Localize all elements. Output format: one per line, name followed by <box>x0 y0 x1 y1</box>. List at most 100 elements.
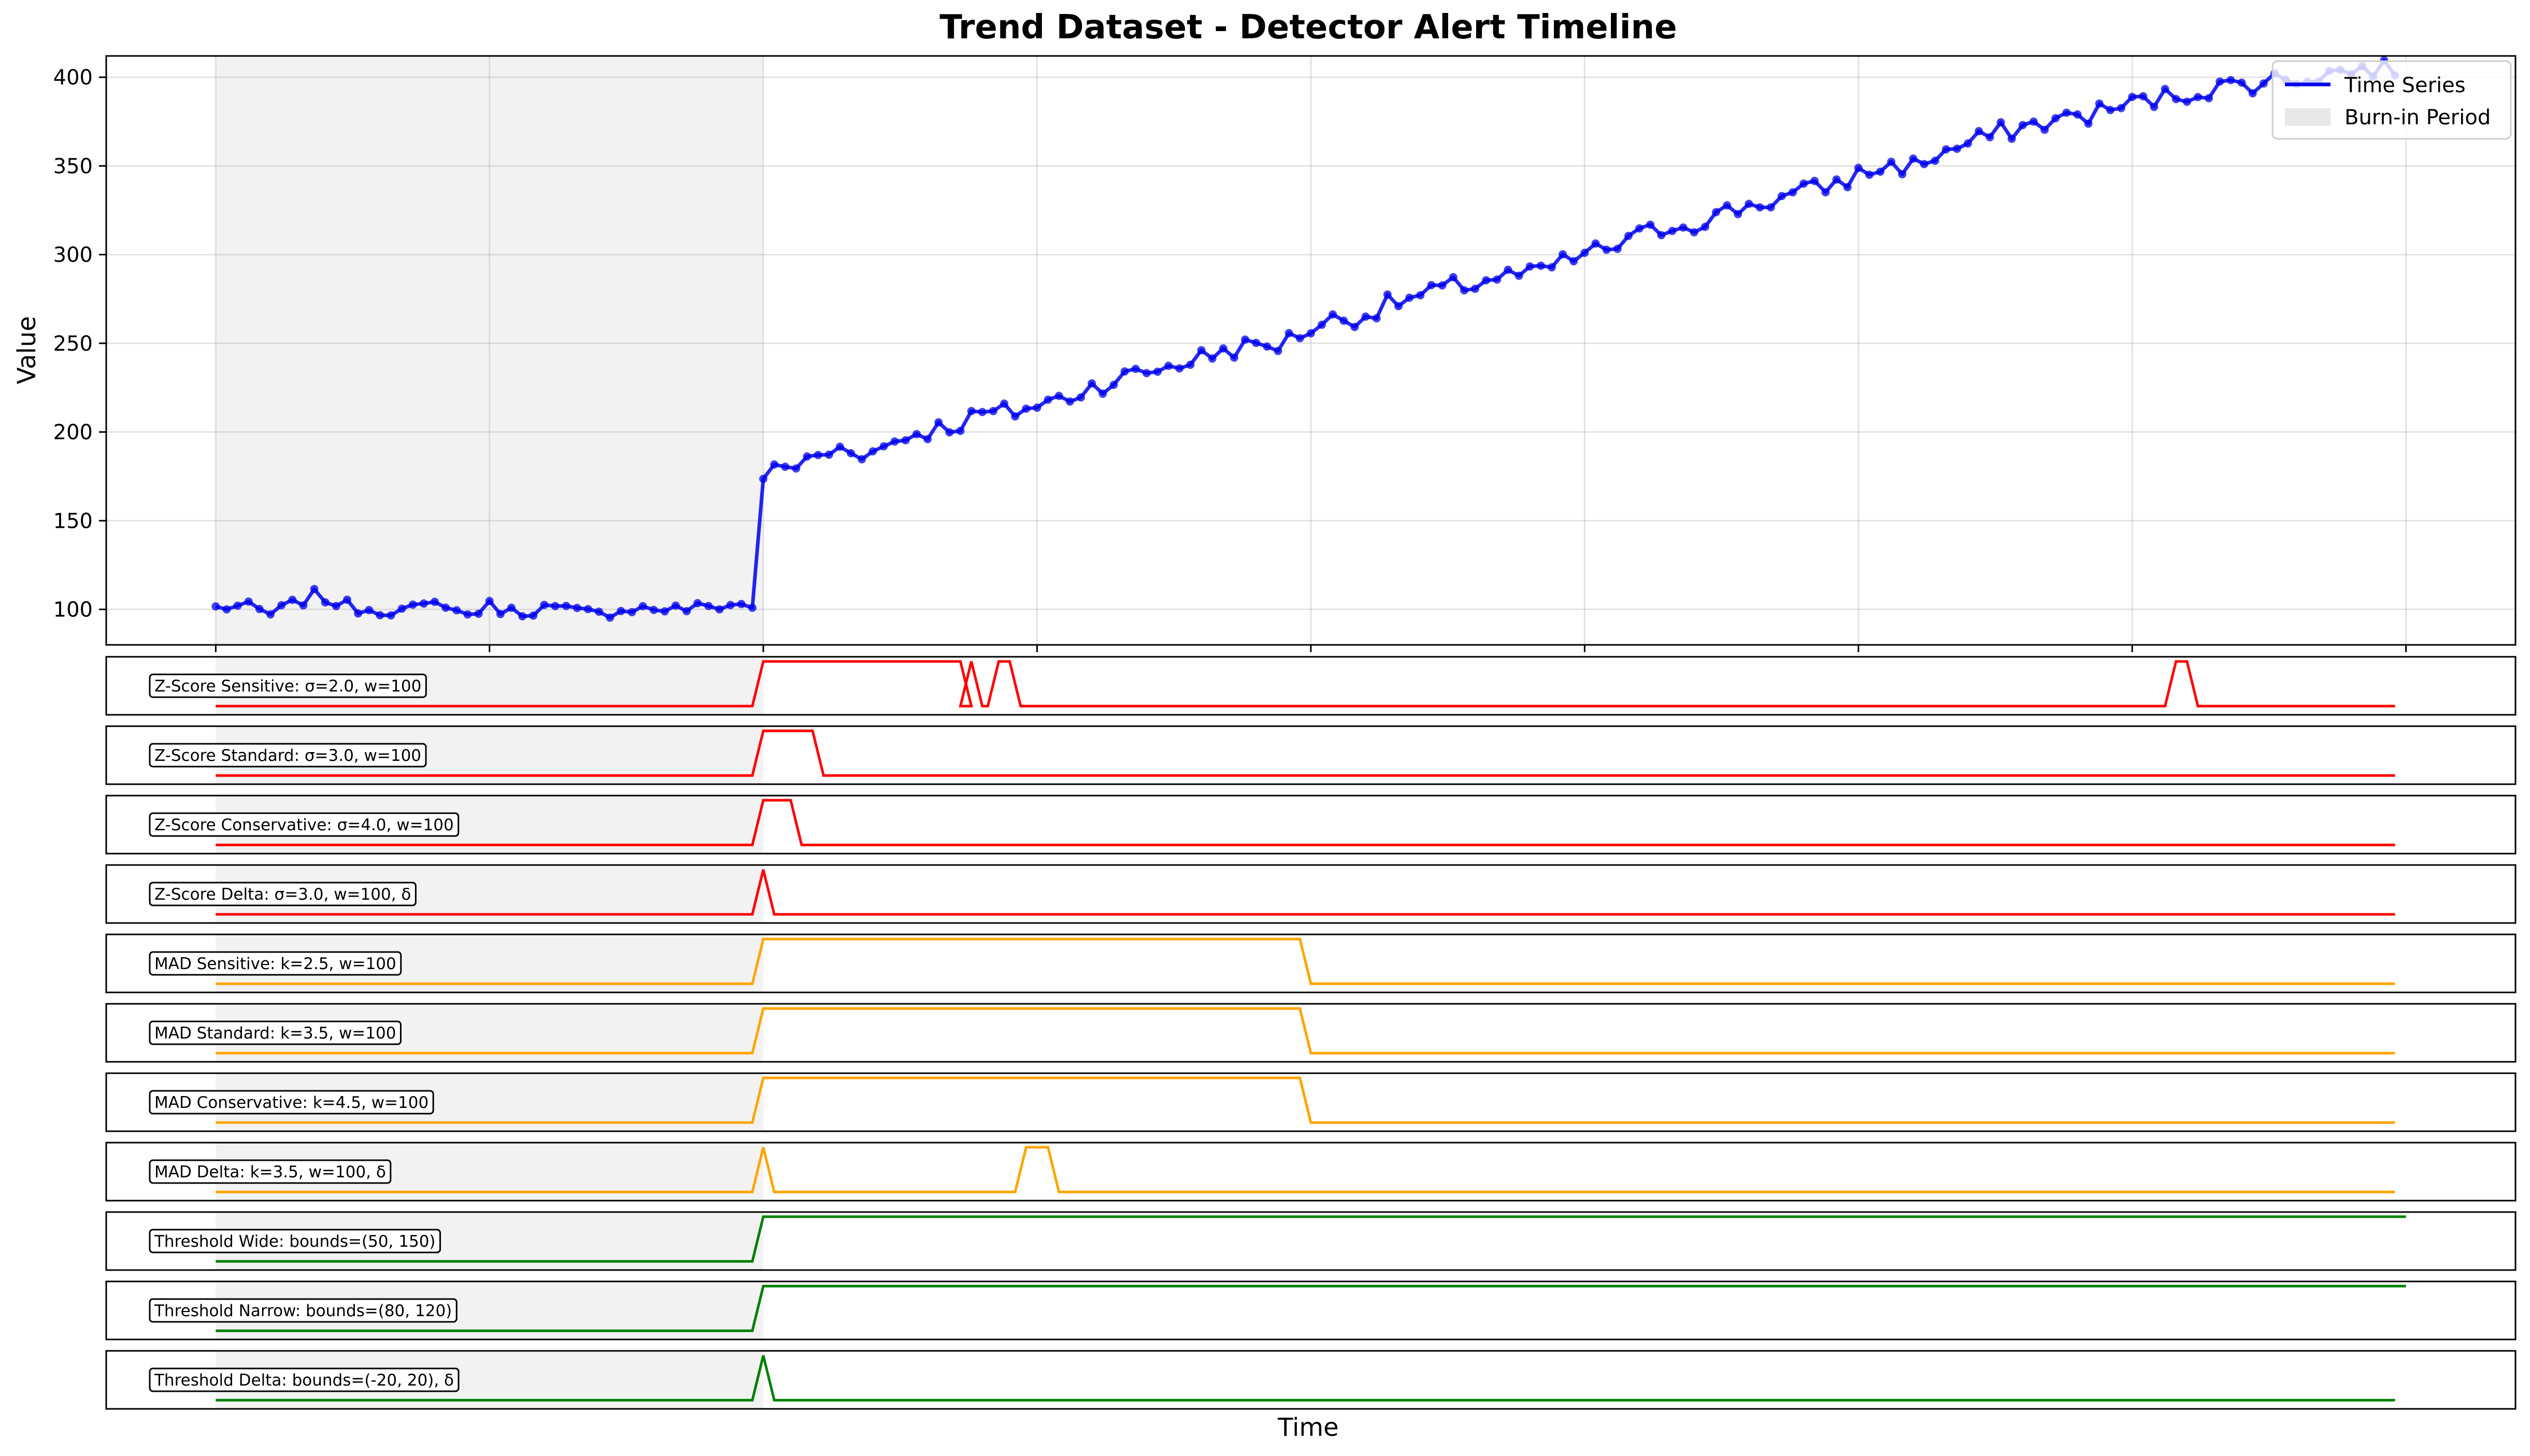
time-series-point <box>1088 379 1096 388</box>
time-series-point <box>2040 125 2049 134</box>
time-series-point <box>255 604 264 613</box>
detector-label-box <box>149 673 427 698</box>
y-axis-label: Value <box>12 316 41 384</box>
time-series-point <box>1361 312 1370 321</box>
detector-alert-line <box>216 1076 2395 1124</box>
time-series-point <box>376 611 384 619</box>
y-tick-label: 150 <box>53 509 93 533</box>
detector-label: Z-Score Delta: σ=3.0, w=100, δ <box>154 885 411 904</box>
time-series-point <box>1460 286 1468 295</box>
detector-strip: MAD Sensitive: k=2.5, w=100 <box>105 933 2517 993</box>
time-series-point <box>671 601 680 610</box>
time-series-point <box>726 601 735 610</box>
time-series-point <box>463 610 472 619</box>
time-series-point <box>441 603 450 612</box>
detector-label: Threshold Wide: bounds=(50, 150) <box>154 1232 436 1251</box>
time-series-point <box>1066 397 1074 406</box>
time-series-point <box>748 603 757 612</box>
time-series-point <box>1854 164 1863 172</box>
time-series-point <box>1624 232 1633 240</box>
time-series-point <box>2194 93 2203 102</box>
time-series-point <box>934 418 943 427</box>
time-series-point <box>1131 365 1140 373</box>
time-series-point <box>1745 199 1753 208</box>
time-series-point <box>1789 188 1797 197</box>
time-series-point <box>2237 78 2246 87</box>
detector-alert-line <box>216 1215 2406 1263</box>
time-series-point <box>627 608 636 616</box>
time-series-point <box>660 607 669 616</box>
time-series-point <box>1033 403 1041 412</box>
time-series-point <box>1208 354 1217 363</box>
time-series-point <box>1219 344 1227 353</box>
detector-strip: MAD Conservative: k=4.5, w=100 <box>105 1072 2517 1132</box>
main-plot: 100 150 200 250 300 350 400 Value <box>12 55 2517 652</box>
time-series-point <box>617 607 625 615</box>
time-series-point <box>1044 395 1052 404</box>
time-series-point <box>890 437 899 446</box>
time-series-point <box>584 604 592 613</box>
time-series-point <box>1328 310 1337 319</box>
detector-alert-line <box>216 799 2395 846</box>
time-series-point <box>2062 108 2071 117</box>
legend: Time Series Burn-in Period <box>2271 60 2512 140</box>
strip-frame <box>105 725 2517 785</box>
time-series-point <box>2248 89 2257 98</box>
detector-alert-line <box>216 729 2395 777</box>
detector-strip: Threshold Delta: bounds=(-20, 20), δ <box>105 1350 2517 1410</box>
time-series-point <box>419 599 428 608</box>
strip-frame <box>105 1072 2517 1132</box>
legend-box <box>2271 60 2512 140</box>
time-series-point <box>857 455 866 464</box>
time-series-point <box>573 603 581 612</box>
detector-label: Z-Score Conservative: σ=4.0, w=100 <box>154 816 454 834</box>
time-series-point <box>2117 104 2126 112</box>
time-series-point <box>1186 361 1195 369</box>
time-series-point <box>1438 281 1447 290</box>
time-series-point <box>1493 275 1502 284</box>
time-series-point <box>1548 263 1556 272</box>
time-series-point <box>1799 179 1808 188</box>
time-series-point <box>638 602 647 611</box>
time-series-point <box>354 609 363 618</box>
time-series-point <box>1241 335 1250 344</box>
time-series-point <box>1953 145 1962 153</box>
detector-alert-line <box>216 1146 2395 1193</box>
time-series-point <box>649 606 658 614</box>
time-series-point <box>1755 203 1764 212</box>
time-series-point <box>2150 103 2159 111</box>
time-series-point <box>825 450 833 459</box>
detector-label-box <box>149 1367 460 1392</box>
time-series-point <box>989 407 998 415</box>
time-series-point <box>1766 203 1775 212</box>
time-series-point <box>2205 94 2213 103</box>
time-series-point <box>1941 145 1950 154</box>
legend-time-series-label: Time Series <box>2344 74 2466 97</box>
detector-strip: Z-Score Standard: σ=3.0, w=100 <box>105 725 2517 785</box>
strip-frame <box>105 1280 2517 1340</box>
time-series-point <box>529 611 538 620</box>
time-series-point <box>2161 84 2169 93</box>
y-tick-label: 300 <box>53 243 93 267</box>
time-series-point <box>277 601 286 610</box>
detector-alert-line <box>216 869 2395 916</box>
detector-label: MAD Sensitive: k=2.5, w=100 <box>154 955 396 973</box>
detector-label-box <box>149 951 402 976</box>
time-series-point <box>551 602 560 611</box>
time-series-point <box>321 598 330 607</box>
time-series-point <box>1120 367 1129 376</box>
time-series-point <box>1580 249 1589 257</box>
detector-alert-line <box>216 1285 2406 1332</box>
time-series-point <box>759 474 768 483</box>
time-series-point <box>1295 334 1304 343</box>
detector-alert-line <box>216 1355 2395 1402</box>
time-series-point <box>1602 246 1611 254</box>
time-series-point <box>1504 265 1512 274</box>
detector-label: MAD Standard: k=3.5, w=100 <box>154 1024 396 1043</box>
time-series-point <box>2226 76 2235 84</box>
time-series-point <box>770 460 779 469</box>
time-series-point <box>1405 293 1414 302</box>
y-tick-label: 250 <box>53 332 93 356</box>
time-series-point <box>266 610 275 619</box>
detector-label-box <box>149 1159 392 1184</box>
